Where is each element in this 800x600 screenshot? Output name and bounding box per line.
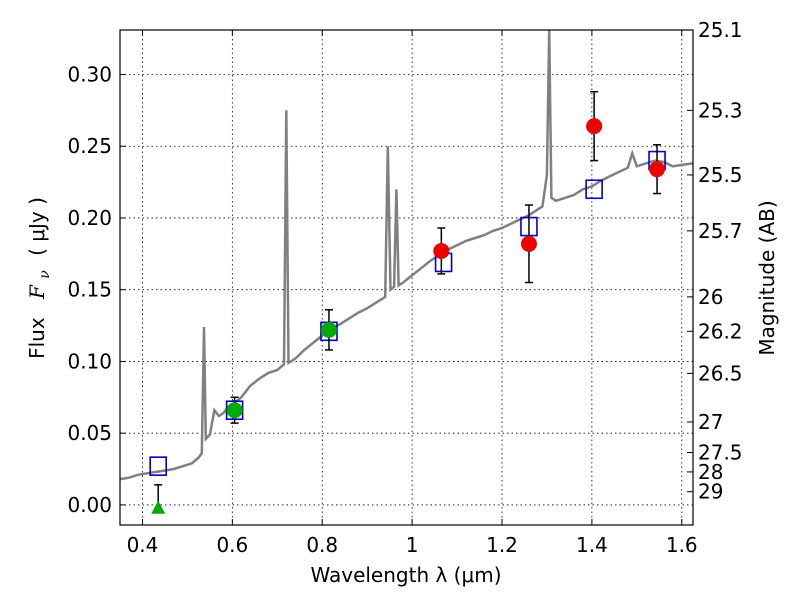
y-axis-label: Flux F ν ( μJy ): [25, 197, 54, 359]
model-photometry-point: [585, 179, 603, 200]
x-tick-label: 1.2: [486, 533, 518, 557]
y2-tick-label: 26.2: [698, 319, 743, 343]
y2-tick-label: 25.1: [698, 18, 743, 42]
y-tick-label: 0.20: [67, 206, 112, 230]
y-tick-label: 0.25: [67, 134, 112, 158]
spectrum-line: [120, 30, 693, 481]
hst-photometry-point: [586, 118, 603, 135]
x-axis-label: Wavelength λ (μm): [310, 563, 501, 587]
y2-tick-label: 27.5: [698, 441, 743, 465]
grid: [120, 30, 693, 525]
x-tick-label: 1.6: [666, 533, 698, 557]
x-tick-label: 1.4: [576, 533, 608, 557]
y-tick-label: 0.00: [67, 493, 112, 517]
plot-area: [120, 30, 693, 514]
y2-tick-label: 26: [698, 285, 723, 309]
hst-photometry-point: [520, 235, 537, 252]
axis-ticks: 0.4 0.6 0.8 1 1.2 1.4 1.6 0.00 0.05 0.10 0.15 0.20 0…: [67, 18, 742, 557]
y-axis-label-subscript: ν: [37, 270, 53, 279]
y-tick-label: 0.10: [67, 349, 112, 373]
model-photometry-point: [149, 456, 167, 476]
ground-photometry-point: [320, 321, 337, 338]
y2-tick-label: 25.7: [698, 219, 743, 243]
y2-tick-label: 26.5: [698, 361, 743, 385]
x-tick-label: 0.8: [306, 533, 338, 557]
y-tick-label: 0.30: [67, 62, 112, 86]
y-tick-label: 0.15: [67, 278, 112, 302]
x-tick-label: 0.4: [127, 533, 159, 557]
x-tick-label: 1: [406, 533, 419, 557]
y2-tick-label: 29: [698, 480, 723, 504]
upper-limit-triangle: [151, 500, 166, 514]
hst-photometry-point: [649, 161, 666, 178]
plot-frame: [119, 29, 694, 526]
y-axis-label-symbol: F: [25, 284, 49, 300]
hst-photometry-point: [433, 242, 450, 259]
y2-tick-label: 28: [698, 460, 723, 484]
svg-text:Flux F ν ( μ: Flux F ν ( μJy ): [25, 197, 54, 359]
y2-tick-label: 25.5: [698, 163, 743, 187]
y-axis-label-unit: ( μJy ): [25, 197, 49, 256]
y2-tick-label: 27: [698, 410, 723, 434]
y-tick-label: 0.05: [67, 421, 112, 445]
x-tick-label: 0.6: [216, 533, 248, 557]
y2-tick-label: 25.3: [698, 98, 743, 122]
ground-photometry-point: [226, 402, 243, 419]
y-axis-label-prefix: Flux: [25, 317, 49, 359]
y2-axis-label: Magnitude (AB): [755, 200, 779, 355]
